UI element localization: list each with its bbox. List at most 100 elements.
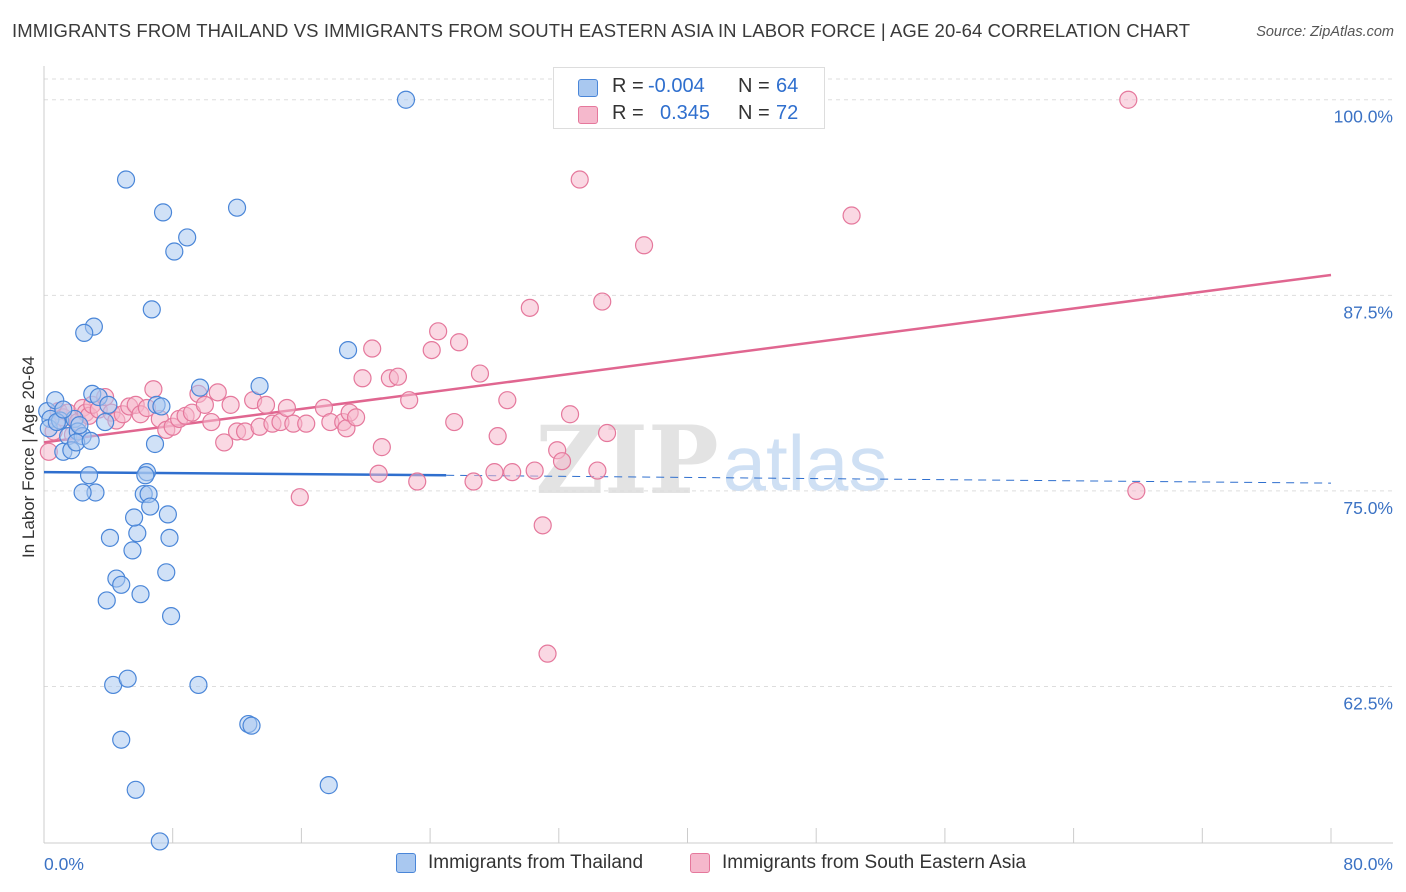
point-thailand [136,466,155,485]
legend-label-thailand: Immigrants from Thailand [428,852,644,873]
point-south-eastern-asia [470,364,490,383]
watermark: ZIP atlas [535,406,887,516]
legend-swatch-thailand [396,853,416,873]
point-south-eastern-asia [503,463,522,482]
point-thailand [242,716,261,735]
point-thailand [150,832,169,851]
point-thailand [126,780,145,799]
point-thailand [178,228,197,247]
point-thailand [118,669,137,688]
stats-n-label: N = [738,75,770,97]
x-tick-label: 0.0% [44,854,84,874]
point-thailand [319,776,338,795]
point-thailand [131,585,150,604]
point-thailand [227,198,247,217]
tick-labels: 100.0% 87.5% 75.0% 62.5% 0.0% 80.0% In Labor F… [19,107,1393,874]
y-tick-label: 100.0% [1334,107,1393,127]
stats-r-label: R = [612,75,644,97]
point-south-eastern-asia [369,464,388,483]
point-south-eastern-asia [1119,90,1138,109]
point-thailand [153,203,173,222]
stats-n-label: N = [738,102,770,124]
legend-label-south-eastern-asia: Immigrants from South Eastern Asia [722,852,1027,873]
point-south-eastern-asia [634,236,654,255]
point-south-eastern-asia [533,516,552,535]
point-thailand [141,497,160,516]
point-thailand [128,524,147,543]
point-south-eastern-asia [202,412,221,432]
stats-r-value: -0.004 [648,75,705,97]
point-south-eastern-asia [597,423,617,443]
y-tick-label: 87.5% [1343,302,1393,322]
point-thailand [75,323,94,342]
point-south-eastern-asia [346,408,366,427]
y-axis-label: In Labor Force | Age 20-64 [19,356,38,558]
point-south-eastern-asia [353,369,372,388]
chart-source: Source: ZipAtlas.com [1256,24,1394,40]
point-south-eastern-asia [588,461,607,480]
point-south-eastern-asia [277,398,297,418]
stats-n-value: 72 [776,102,799,124]
point-south-eastern-asia [256,395,276,414]
point-south-eastern-asia [570,170,589,189]
point-south-eastern-asia [429,322,448,341]
point-south-eastern-asia [400,391,419,410]
point-thailand [70,416,89,435]
point-thailand [123,541,142,560]
point-south-eastern-asia [445,412,464,432]
point-thailand [100,528,120,547]
point-thailand [96,412,115,432]
point-south-eastern-asia [552,452,572,471]
point-south-eastern-asia [422,340,441,360]
point-thailand [112,730,131,749]
point-thailand [79,466,99,485]
x-tick-label: 80.0% [1343,854,1393,874]
point-south-eastern-asia [408,472,427,491]
point-south-eastern-asia [593,292,612,311]
point-thailand [396,90,416,109]
points-thailand [38,90,416,851]
point-thailand [189,675,208,695]
trendline-south-eastern-asia [43,273,1332,444]
gridlines [44,78,1393,688]
point-south-eastern-asia [485,463,504,482]
stats-swatch-south-eastern-asia [578,106,598,124]
point-thailand [97,591,116,610]
chart-title: IMMIGRANTS FROM THAILAND VS IMMIGRANTS F… [12,20,1191,41]
point-thailand [81,431,100,450]
point-south-eastern-asia [538,644,557,663]
stats-n-value: 64 [776,75,799,97]
point-south-eastern-asia [464,472,483,491]
stats-box: R = -0.004 N = 64 R = 0.345 N = 72 [553,67,825,129]
point-thailand [124,508,144,527]
point-south-eastern-asia [520,298,539,317]
point-south-eastern-asia [297,414,316,433]
point-thailand [160,528,179,547]
y-tick-label: 62.5% [1343,694,1393,714]
point-thailand [142,300,161,319]
point-thailand [338,340,358,360]
point-south-eastern-asia [1127,481,1146,501]
point-thailand [161,607,181,626]
stats-r-value: 0.345 [660,102,711,124]
point-south-eastern-asia [388,367,408,386]
point-south-eastern-asia [144,380,163,399]
point-south-eastern-asia [498,391,517,410]
point-thailand [190,378,210,397]
point-thailand [250,376,269,396]
point-thailand [116,170,136,189]
point-south-eastern-asia [363,339,382,358]
point-thailand [165,242,184,261]
point-thailand [158,505,177,524]
stats-swatch-thailand [578,79,598,97]
point-south-eastern-asia [221,395,240,414]
point-thailand [145,434,165,454]
point-thailand [112,575,131,594]
point-south-eastern-asia [290,488,309,507]
point-south-eastern-asia [372,438,391,457]
stats-r-label: R = [612,102,644,124]
y-tick-label: 75.0% [1343,498,1393,518]
legend: Immigrants from Thailand Immigrants from… [0,850,1406,880]
